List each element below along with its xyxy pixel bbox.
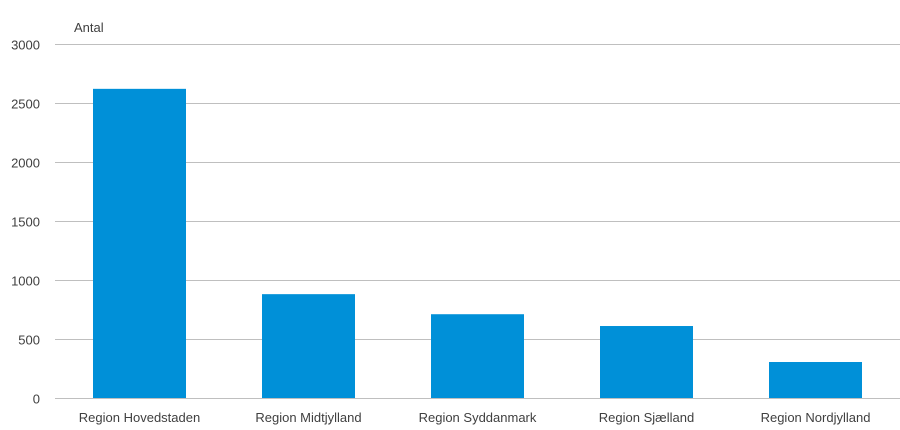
category-label: Region Hovedstaden [79,410,200,425]
y-tick-label: 1000 [11,274,40,289]
y-tick-label: 2500 [11,97,40,112]
y-tick-label: 3000 [11,38,40,53]
bar [431,314,524,398]
tick-layer: 0 500 1000 1500 2000 2500 3000 [11,38,40,407]
category-label: Region Nordjylland [761,410,871,425]
category-layer: Region Hovedstaden Region Midtjylland Regi… [79,410,871,425]
y-tick-label: 0 [33,392,40,407]
category-label: Region Midtjylland [255,410,361,425]
bar [93,88,186,398]
y-axis-label: Antal [74,20,104,35]
y-tick-label: 1500 [11,215,40,230]
y-tick-label: 2000 [11,156,40,171]
y-tick-label: 500 [18,333,40,348]
bar [600,326,693,398]
bar [769,362,862,398]
grid-layer [55,44,900,399]
category-label: Region Sjælland [599,410,694,425]
category-label: Region Syddanmark [419,410,537,425]
bar [262,294,355,398]
bar-layer [93,88,862,398]
